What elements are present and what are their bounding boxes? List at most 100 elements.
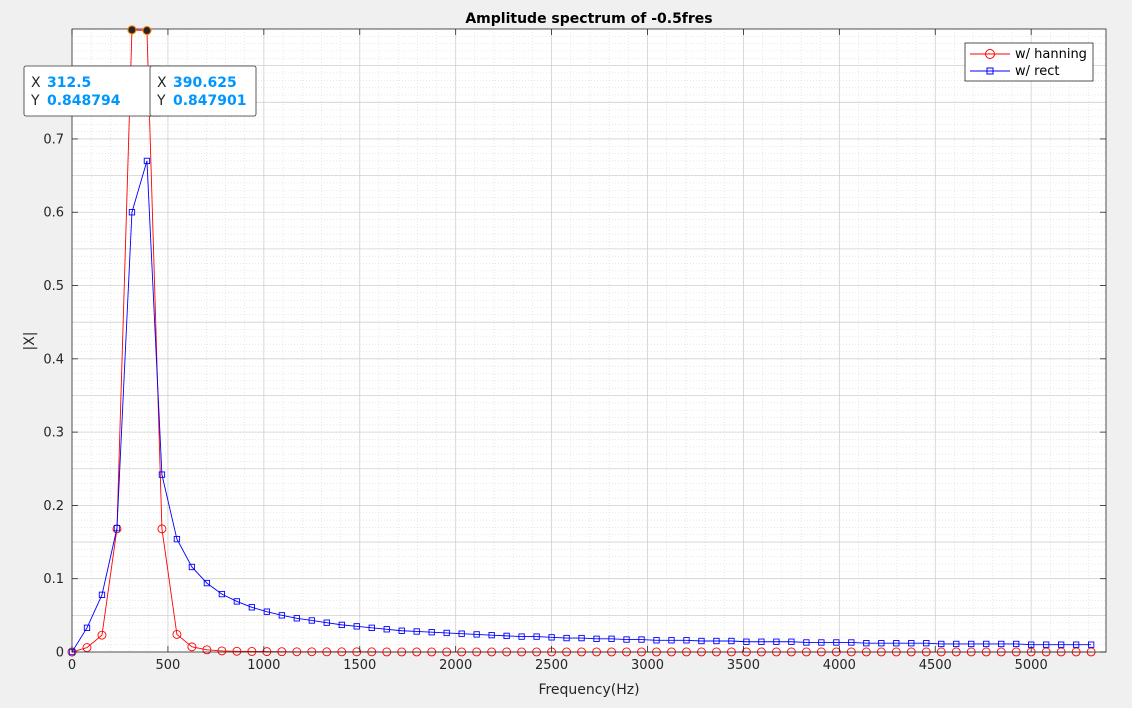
data-point	[1058, 641, 1065, 648]
legend-rect-label: w/ rect	[1015, 64, 1059, 79]
data-point	[983, 640, 990, 648]
y-tick-label: 0.5	[43, 279, 64, 294]
data-point	[533, 633, 540, 640]
y-tick-label: 0.1	[43, 572, 64, 587]
y-tick-label: 0.4	[43, 352, 64, 367]
datatip-1-y-label: Y	[30, 93, 40, 109]
x-axis-label: Frequency(Hz)	[538, 682, 639, 698]
data-point	[98, 591, 106, 598]
datatip-marker	[127, 25, 137, 35]
data-point	[848, 639, 855, 646]
data-point	[398, 627, 405, 634]
legend-hanning-label: w/ hanning	[1015, 47, 1087, 62]
data-point	[218, 590, 226, 598]
data-point	[232, 646, 242, 656]
data-point	[863, 640, 870, 647]
data-point	[217, 646, 227, 656]
data-point	[458, 630, 465, 637]
data-point	[833, 639, 840, 646]
data-point	[518, 633, 525, 640]
data-point	[608, 635, 615, 642]
data-point	[293, 615, 300, 622]
data-point	[203, 579, 211, 587]
datatip-1[interactable]: X 312.5 Y 0.848794	[23, 65, 163, 117]
data-point	[488, 631, 495, 639]
datatip-1-y-value: 0.848794	[47, 93, 121, 109]
datatip-2-y-label: Y	[156, 93, 166, 109]
x-tick-label: 1000	[247, 658, 280, 673]
datatip-1-x-label: X	[31, 75, 41, 91]
data-point	[938, 640, 945, 648]
axis-ticks	[71, 29, 1106, 653]
y-tick-label: 0.2	[43, 499, 64, 514]
data-point	[773, 638, 780, 645]
major-grid	[72, 29, 1106, 652]
data-point	[593, 635, 600, 642]
legend[interactable]: w/ hanning w/ rect	[964, 42, 1094, 82]
data-point	[908, 640, 915, 647]
data-point	[172, 629, 182, 639]
data-point	[113, 524, 121, 532]
x-tick-label: 3500	[727, 658, 760, 673]
datatip-2[interactable]: X 390.625 Y 0.847901	[149, 65, 257, 117]
x-tick-label: 4500	[919, 658, 952, 673]
data-point	[683, 637, 690, 644]
datatip-2-x-value: 390.625	[173, 75, 237, 91]
data-point	[998, 640, 1005, 648]
data-point	[953, 640, 960, 648]
data-point	[563, 634, 570, 642]
data-point	[263, 608, 270, 615]
data-point	[698, 637, 705, 645]
data-point	[503, 632, 510, 640]
data-point	[187, 642, 197, 652]
data-point	[1087, 641, 1095, 648]
data-point	[158, 471, 166, 478]
data-point	[97, 630, 107, 640]
x-tick-label: 4000	[823, 658, 856, 673]
series-line	[71, 160, 1092, 653]
data-point	[428, 629, 435, 636]
data-point	[323, 619, 330, 626]
data-point	[1072, 641, 1080, 648]
data-point	[413, 628, 420, 635]
data-point	[202, 645, 212, 655]
data-point	[713, 637, 720, 645]
data-point	[173, 535, 181, 543]
data-point	[788, 638, 795, 645]
data-point	[368, 624, 375, 631]
data-point	[128, 209, 136, 216]
data-point	[143, 157, 151, 165]
data-point	[638, 636, 645, 643]
data-point	[893, 640, 900, 647]
x-tick-label: 0	[68, 658, 76, 673]
y-axis-label: |X|	[22, 331, 38, 350]
y-tick-label: 0.6	[43, 206, 64, 221]
data-point	[308, 617, 315, 624]
data-point	[923, 640, 930, 647]
datatip-markers	[127, 25, 152, 36]
data-point	[653, 637, 660, 644]
x-tick-label: 5000	[1015, 658, 1048, 673]
data-point	[338, 621, 345, 629]
data-point	[248, 604, 255, 611]
plot-area[interactable]	[72, 29, 1106, 652]
x-tick-label: 3000	[631, 658, 664, 673]
y-tick-label: 0.7	[43, 132, 64, 147]
datatip-2-x-label: X	[157, 75, 167, 91]
data-point	[758, 638, 765, 645]
data-point	[83, 624, 91, 631]
x-tick-label: 500	[156, 658, 181, 673]
data-point	[473, 631, 480, 638]
data-point	[247, 647, 257, 656]
data-point	[353, 623, 360, 630]
data-point	[743, 638, 750, 645]
minor-grid	[72, 29, 1106, 652]
data-point	[278, 612, 285, 619]
datatip-2-y-value: 0.847901	[173, 93, 247, 109]
data-point	[1043, 641, 1050, 648]
x-tick-label: 2000	[439, 658, 472, 673]
data-point	[818, 639, 825, 646]
datatip-marker	[142, 26, 152, 36]
legend-hanning-marker	[985, 49, 995, 59]
